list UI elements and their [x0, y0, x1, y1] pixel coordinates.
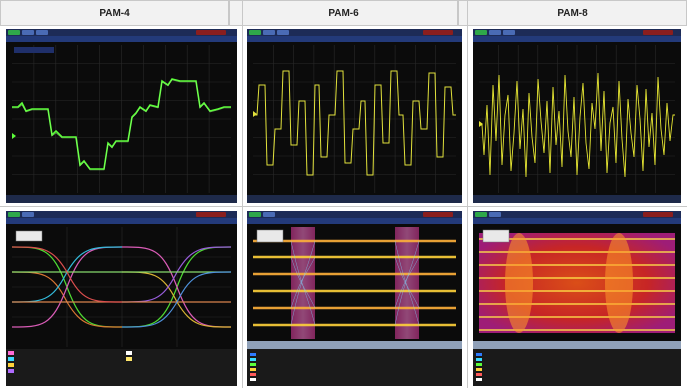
pam6-eye-diagram: [253, 227, 456, 339]
header-pam4: PAM-4: [0, 0, 229, 26]
scope-toolbar: [473, 211, 681, 218]
eye-measurement-box: [482, 229, 510, 243]
pam6-eye-scope: [247, 211, 462, 386]
scope-toolbar: [6, 211, 237, 218]
channel-marker-icon: [12, 133, 16, 139]
run-button-icon[interactable]: [475, 212, 487, 217]
scope-toolbar: [247, 29, 462, 36]
legend-swatch: [126, 357, 132, 361]
pam4-waveform-plot: [12, 45, 231, 193]
pam8-eye-screen: [479, 227, 675, 339]
header-pam6-label: PAM-6: [328, 7, 359, 19]
run-button-icon[interactable]: [249, 30, 261, 35]
pam6-eye-screen: [253, 227, 456, 339]
column-divider: [467, 0, 468, 388]
menu-icon[interactable]: [489, 30, 501, 35]
legend-swatch: [250, 358, 256, 361]
scope-statusbar: [473, 195, 681, 203]
legend-swatch: [476, 368, 482, 371]
menu-icon[interactable]: [36, 30, 48, 35]
pam8-eye-scope: [473, 211, 681, 386]
menu-icon[interactable]: [489, 212, 501, 217]
pam4-waveform-screen: [12, 45, 231, 193]
eye-legend-panel: [247, 341, 462, 386]
run-button-icon[interactable]: [8, 30, 20, 35]
eye-measurement-box: [15, 230, 43, 242]
pam4-eye-scope: [6, 211, 237, 386]
scope-brand-badge: [196, 30, 226, 35]
legend-swatch: [126, 351, 132, 355]
scope-menubar[interactable]: [6, 218, 237, 224]
scope-menubar[interactable]: [6, 36, 237, 42]
eye-crossing-region: [395, 227, 419, 339]
pam6-waveform-scope: [247, 29, 462, 203]
row-divider: [0, 206, 687, 207]
legend-swatch: [250, 353, 256, 356]
scope-brand-badge: [423, 212, 453, 217]
header-pam8: PAM-8: [458, 0, 687, 26]
header-pam6: PAM-6: [229, 0, 458, 26]
pam4-eye-screen: [11, 227, 232, 347]
pam8-waveform-scope: [473, 29, 681, 203]
pam8-eye-diagram: [479, 229, 675, 333]
scope-menubar[interactable]: [247, 218, 462, 224]
scope-statusbar: [6, 195, 237, 203]
header-pam4-label: PAM-4: [99, 7, 130, 19]
scope-brand-badge: [196, 212, 226, 217]
pam8-waveform-screen: [479, 45, 675, 193]
legend-swatch: [476, 353, 482, 356]
scope-menubar[interactable]: [247, 36, 462, 42]
column-divider: [242, 0, 243, 388]
menu-icon[interactable]: [263, 30, 275, 35]
scope-brand-badge: [643, 212, 673, 217]
channel-marker-icon: [479, 121, 483, 127]
scope-menubar[interactable]: [473, 36, 681, 42]
menu-icon[interactable]: [22, 30, 34, 35]
scope-brand-badge: [423, 30, 453, 35]
menu-icon[interactable]: [22, 212, 34, 217]
scope-toolbar: [6, 29, 237, 36]
legend-swatch: [250, 363, 256, 366]
scope-brand-badge: [643, 30, 673, 35]
legend-swatch: [8, 357, 14, 361]
header-pam8-label: PAM-8: [557, 7, 588, 19]
channel-marker-icon: [253, 111, 257, 117]
run-button-icon[interactable]: [249, 212, 261, 217]
legend-swatch: [250, 368, 256, 371]
pam6-waveform-plot: [253, 45, 456, 193]
run-button-icon[interactable]: [475, 30, 487, 35]
eye-legend-panel: [473, 341, 681, 386]
legend-swatch: [476, 358, 482, 361]
scope-toolbar: [247, 211, 462, 218]
menu-icon[interactable]: [277, 30, 289, 35]
legend-swatch: [8, 351, 14, 355]
scope-statusbar: [247, 195, 462, 203]
legend-swatch: [250, 378, 256, 381]
eye-crossing-region: [291, 227, 315, 339]
scope-menubar[interactable]: [473, 218, 681, 224]
menu-icon[interactable]: [263, 212, 275, 217]
legend-swatch: [476, 373, 482, 376]
pam8-waveform-plot: [479, 45, 675, 193]
eye-legend-panel: [6, 349, 237, 386]
legend-swatch: [8, 363, 14, 367]
menu-icon[interactable]: [503, 30, 515, 35]
pam6-waveform-screen: [253, 45, 456, 193]
pam4-eye-diagram: [11, 227, 232, 347]
pam4-waveform-scope: [6, 29, 237, 203]
scope-toolbar: [473, 29, 681, 36]
legend-swatch: [250, 373, 256, 376]
legend-swatch: [476, 378, 482, 381]
legend-swatch: [476, 363, 482, 366]
legend-swatch: [8, 369, 14, 373]
channel-label-badge: [14, 47, 54, 53]
eye-measurement-box: [256, 229, 284, 243]
run-button-icon[interactable]: [8, 212, 20, 217]
